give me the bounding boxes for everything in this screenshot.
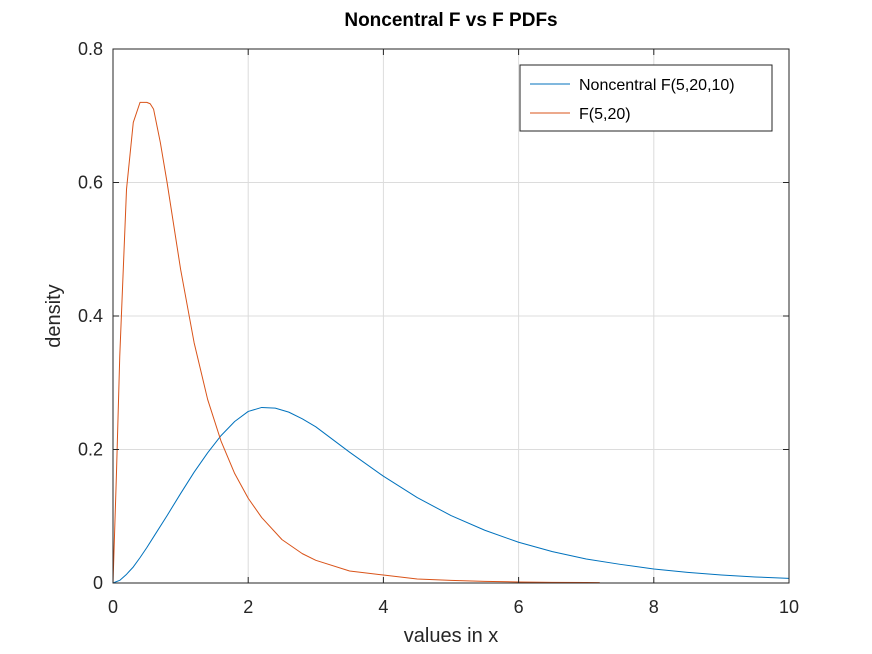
grid bbox=[113, 49, 789, 583]
series-lines bbox=[112, 101, 790, 584]
x-tick-label: 2 bbox=[243, 597, 253, 617]
axis-ticks bbox=[112, 48, 790, 584]
x-tick-label: 6 bbox=[514, 597, 524, 617]
legend-label-noncentral-f: Noncentral F(5,20,10) bbox=[579, 77, 735, 94]
y-tick-label: 0 bbox=[93, 573, 103, 593]
legend: Noncentral F(5,20,10) F(5,20) bbox=[519, 64, 773, 132]
x-tick-label: 10 bbox=[779, 597, 799, 617]
y-tick-label: 0.6 bbox=[78, 173, 103, 193]
tick-labels: 0 2 4 6 8 10 0 0.2 0.4 0.6 0.8 bbox=[78, 39, 799, 617]
series-line-1 bbox=[112, 101, 600, 584]
x-tick-label: 8 bbox=[649, 597, 659, 617]
y-tick-label: 0.8 bbox=[78, 39, 103, 59]
legend-label-f: F(5,20) bbox=[579, 106, 631, 123]
x-axis-label: values in x bbox=[404, 625, 499, 647]
x-tick-label: 4 bbox=[378, 597, 388, 617]
legend-box bbox=[519, 64, 773, 132]
y-tick-label: 0.4 bbox=[78, 306, 103, 326]
chart-title: Noncentral F vs F PDFs bbox=[344, 10, 557, 31]
y-tick-label: 0.2 bbox=[78, 440, 103, 460]
series-line-0 bbox=[112, 406, 790, 584]
y-axis-label: density bbox=[43, 284, 65, 347]
x-tick-label: 0 bbox=[108, 597, 118, 617]
